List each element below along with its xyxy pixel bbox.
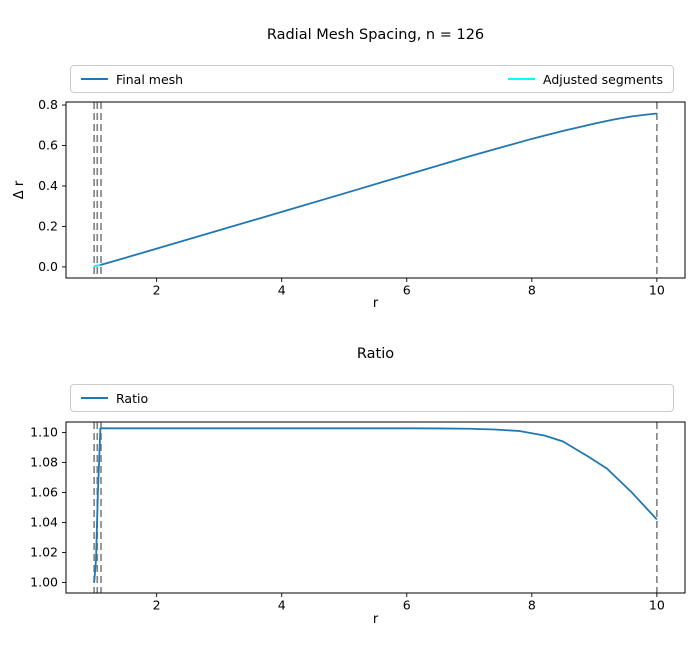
bottom-legend: Ratio bbox=[70, 384, 674, 412]
x-tick-label: 2 bbox=[153, 598, 161, 613]
legend-label-final-mesh: Final mesh bbox=[116, 71, 184, 87]
ratio-line-swatch bbox=[81, 396, 108, 400]
y-tick-label: 0.0 bbox=[38, 259, 58, 274]
y-tick-label: 1.04 bbox=[30, 515, 58, 530]
y-tick-label: 1.08 bbox=[30, 455, 58, 470]
legend-label-adjusted-segments: Adjusted segments bbox=[542, 71, 663, 87]
y-tick-label: 0.2 bbox=[38, 219, 58, 234]
y-tick-label: 1.00 bbox=[30, 575, 58, 590]
y-tick-label: 1.02 bbox=[30, 545, 58, 560]
y-tick-label: 1.10 bbox=[30, 425, 58, 440]
axes-top: 2 4 6 8 10 0.0 0.2 0.4 0.6 0.8 bbox=[38, 97, 686, 298]
x-tick-label: 6 bbox=[403, 283, 411, 298]
x-tick-label: 8 bbox=[528, 283, 536, 298]
top-x-axis-label: r bbox=[372, 296, 379, 311]
bottom-chart-title: Ratio bbox=[356, 346, 395, 362]
legend-entry-ratio: Ratio bbox=[81, 391, 148, 406]
y-tick-label: 0.4 bbox=[38, 178, 58, 193]
series-line-final-mesh bbox=[94, 112, 657, 267]
y-tick-label: 0.6 bbox=[38, 138, 58, 153]
series-line-adjusted-segments bbox=[94, 264, 101, 267]
x-tick-label: 6 bbox=[403, 598, 411, 613]
top-chart-title: Radial Mesh Spacing, n = 126 bbox=[266, 27, 485, 43]
y-tick-label: 1.06 bbox=[30, 485, 58, 500]
axes-bottom: 2 4 6 8 10 1.00 1.02 1.04 1.06 1.08 1.10 bbox=[30, 421, 686, 613]
x-tick-label: 8 bbox=[528, 598, 536, 613]
legend-entry-final-mesh: Final mesh bbox=[81, 72, 183, 87]
x-tick-label: 2 bbox=[153, 283, 161, 298]
x-tick-label: 10 bbox=[649, 283, 665, 298]
top-legend: Final mesh Adjusted segments bbox=[70, 65, 674, 93]
axes-frame bbox=[65, 421, 686, 594]
x-tick-label: 4 bbox=[278, 598, 286, 613]
x-tick-label: 10 bbox=[649, 598, 665, 613]
adjusted-segments-line-swatch bbox=[507, 77, 535, 81]
axes-frame bbox=[65, 101, 686, 279]
y-tick-label: 0.8 bbox=[38, 97, 58, 112]
bottom-x-axis-label: r bbox=[372, 612, 379, 627]
legend-entry-adjusted-segments: Adjusted segments bbox=[507, 71, 663, 87]
final-mesh-line-swatch bbox=[81, 77, 108, 81]
series-line-ratio bbox=[93, 427, 658, 583]
legend-label-ratio: Ratio bbox=[116, 390, 149, 406]
x-tick-label: 4 bbox=[278, 283, 286, 298]
